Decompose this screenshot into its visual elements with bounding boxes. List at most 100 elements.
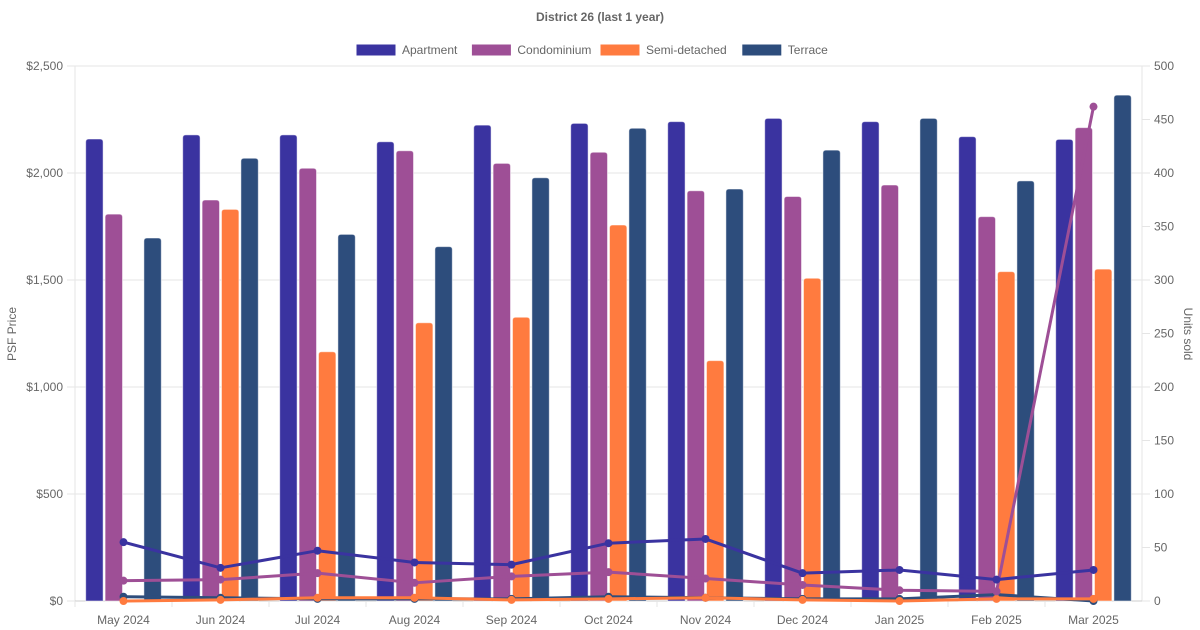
point-units-condominium-may-2024[interactable] [119,576,128,585]
point-units-apartment-dec-2024[interactable] [798,569,807,578]
bar-terrace-may-2024[interactable] [143,237,162,602]
point-units-condominium-mar-2025[interactable] [1089,102,1098,111]
x-tick-label: Aug 2024 [389,613,441,627]
point-units-apartment-sep-2024[interactable] [507,560,516,569]
point-units-apartment-jan-2025[interactable] [895,565,904,574]
legend-swatch [599,43,641,57]
bar-apartment-nov-2024[interactable] [667,121,686,602]
line-units-condominium [123,106,1095,593]
point-units-apartment-jun-2024[interactable] [216,563,225,572]
bar-terrace-jan-2025[interactable] [919,117,938,602]
bar-apartment-jul-2024[interactable] [279,134,298,602]
bar-condominium-sep-2024[interactable] [492,162,511,602]
bar-terrace-sep-2024[interactable] [531,177,550,602]
bar-semi-detached-nov-2024[interactable] [706,360,725,602]
point-units-condominium-feb-2025[interactable] [992,587,1001,596]
legend-item-condominium[interactable]: Condominium [470,43,591,57]
bar-semi-detached-dec-2024[interactable] [803,277,822,602]
y-tick-label: $1,000 [26,380,63,394]
point-units-apartment-oct-2024[interactable] [604,539,613,548]
x-tick-label: Nov 2024 [680,613,732,627]
bar-condominium-feb-2025[interactable] [977,216,996,602]
bar-condominium-may-2024[interactable] [104,213,123,602]
bar-terrace-feb-2025[interactable] [1016,180,1035,602]
bar-terrace-aug-2024[interactable] [434,246,453,602]
point-units-apartment-jul-2024[interactable] [313,546,322,555]
bar-condominium-dec-2024[interactable] [783,196,802,602]
point-units-semi-detached-jun-2024[interactable] [216,595,225,604]
x-tick-label: Jan 2025 [875,613,925,627]
point-units-apartment-feb-2025[interactable] [992,575,1001,584]
y-tick-label: $1,500 [26,273,63,287]
bar-condominium-aug-2024[interactable] [395,150,414,602]
bar-semi-detached-sep-2024[interactable] [512,316,531,602]
bar-apartment-mar-2025[interactable] [1055,138,1074,602]
bar-apartment-dec-2024[interactable] [764,117,783,602]
bar-apartment-jan-2025[interactable] [861,121,880,602]
point-units-semi-detached-feb-2025[interactable] [992,594,1001,603]
bar-terrace-jul-2024[interactable] [337,233,356,602]
bar-terrace-mar-2025[interactable] [1113,94,1132,602]
y2-axis-title: Units sold [1181,308,1195,361]
point-units-apartment-mar-2025[interactable] [1089,565,1098,574]
point-units-semi-detached-aug-2024[interactable] [410,593,419,602]
point-units-semi-detached-may-2024[interactable] [119,597,128,605]
y2-tick-label: 150 [1154,434,1174,448]
point-units-semi-detached-jul-2024[interactable] [313,593,322,602]
point-units-apartment-aug-2024[interactable] [410,558,419,567]
bar-condominium-jan-2025[interactable] [880,184,899,602]
point-units-semi-detached-oct-2024[interactable] [604,594,613,603]
legend-item-semi-detached[interactable]: Semi-detached [599,43,727,57]
bar-condominium-jun-2024[interactable] [201,199,220,602]
bar-condominium-jul-2024[interactable] [298,167,317,602]
legend-label: Terrace [788,43,828,57]
bar-semi-detached-feb-2025[interactable] [997,271,1016,602]
point-units-condominium-nov-2024[interactable] [701,574,710,583]
y2-tick-label: 200 [1154,380,1174,394]
bar-terrace-dec-2024[interactable] [822,149,841,602]
legend-item-apartment[interactable]: Apartment [355,43,458,57]
x-tick-label: Mar 2025 [1068,613,1119,627]
point-units-apartment-may-2024[interactable] [119,538,128,547]
bar-apartment-may-2024[interactable] [85,138,104,602]
bar-condominium-oct-2024[interactable] [589,151,608,602]
bar-semi-detached-aug-2024[interactable] [415,322,434,602]
y2-tick-label: 300 [1154,273,1174,287]
y2-tick-label: 450 [1154,113,1174,127]
y-tick-label: $0 [50,594,64,608]
point-units-condominium-sep-2024[interactable] [507,572,516,581]
point-units-condominium-aug-2024[interactable] [410,578,419,587]
bar-semi-detached-jul-2024[interactable] [318,351,337,602]
point-units-semi-detached-dec-2024[interactable] [798,595,807,604]
bar-semi-detached-jun-2024[interactable] [221,208,240,602]
point-units-condominium-jul-2024[interactable] [313,569,322,578]
point-units-condominium-jun-2024[interactable] [216,575,225,584]
x-tick-label: Sep 2024 [486,613,538,627]
bar-condominium-mar-2025[interactable] [1074,127,1093,602]
bar-apartment-oct-2024[interactable] [570,122,589,602]
bar-semi-detached-oct-2024[interactable] [609,224,628,602]
point-units-apartment-nov-2024[interactable] [701,534,710,543]
bar-condominium-nov-2024[interactable] [686,190,705,602]
bar-semi-detached-mar-2025[interactable] [1094,268,1113,602]
point-units-condominium-dec-2024[interactable] [798,580,807,589]
point-units-semi-detached-jan-2025[interactable] [895,597,904,605]
bar-terrace-oct-2024[interactable] [628,127,647,602]
bar-apartment-feb-2025[interactable] [958,136,977,602]
y2-tick-label: 0 [1154,594,1161,608]
x-tick-label: Feb 2025 [971,613,1022,627]
bar-apartment-jun-2024[interactable] [182,134,201,602]
point-units-semi-detached-mar-2025[interactable] [1089,594,1098,603]
y-axis-title: PSF Price [5,307,19,361]
point-units-condominium-jan-2025[interactable] [895,586,904,595]
bar-apartment-sep-2024[interactable] [473,124,492,602]
bar-apartment-aug-2024[interactable] [376,141,395,602]
point-units-condominium-oct-2024[interactable] [604,568,613,577]
point-units-semi-detached-nov-2024[interactable] [701,593,710,602]
legend-item-terrace[interactable]: Terrace [741,43,828,57]
bar-terrace-jun-2024[interactable] [240,157,259,602]
y2-tick-label: 50 [1154,541,1168,555]
bar-terrace-nov-2024[interactable] [725,188,744,602]
legend-swatch [741,43,783,57]
point-units-semi-detached-sep-2024[interactable] [507,595,516,604]
